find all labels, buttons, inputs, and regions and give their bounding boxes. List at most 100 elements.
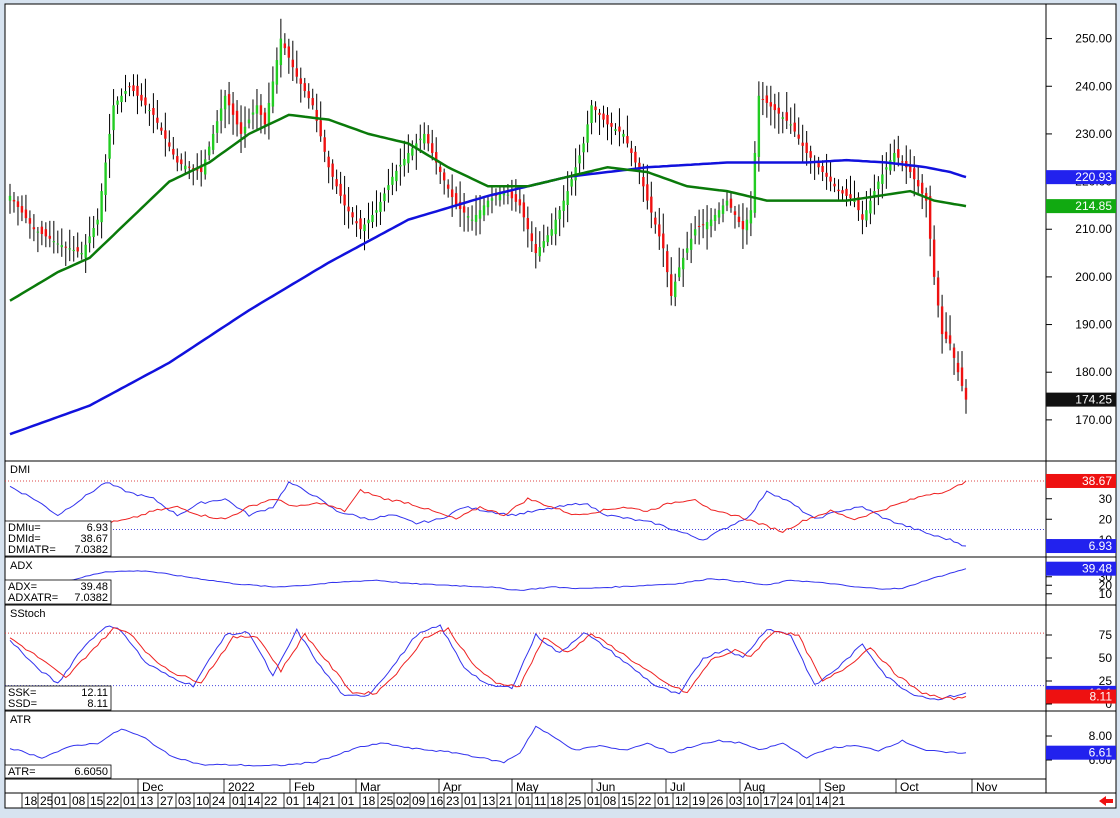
candle-body	[28, 218, 32, 224]
month-label: Jun	[596, 780, 615, 794]
readout-box	[4, 520, 112, 557]
date-tick-label: 01	[518, 794, 532, 808]
candle	[319, 101, 322, 142]
candle	[889, 143, 892, 175]
candle	[713, 208, 717, 231]
candle	[227, 81, 231, 125]
candle	[546, 226, 549, 247]
candle	[622, 129, 625, 144]
candle-body	[255, 105, 259, 114]
candle-body	[865, 210, 868, 221]
candle	[510, 179, 514, 211]
candle-body	[211, 133, 215, 150]
date-tick-label: 25	[568, 794, 582, 808]
candle-body	[801, 142, 804, 146]
candle-body	[323, 137, 326, 152]
date-tick-label: 03	[178, 794, 192, 808]
indicator-last-badge: 6.93	[1046, 539, 1116, 554]
candle-body	[897, 149, 900, 158]
candle-body	[761, 98, 765, 100]
candle-body	[219, 108, 223, 121]
candle-body	[116, 100, 119, 105]
date-tick-label: 01	[54, 794, 68, 808]
candle-body	[482, 205, 486, 216]
candle	[877, 176, 880, 206]
candle-body	[271, 81, 275, 107]
scroll-left-button[interactable]	[1099, 796, 1113, 806]
candle-body	[188, 166, 191, 168]
panel-title: ATR	[10, 714, 31, 726]
candle	[681, 248, 685, 287]
candle-body	[837, 189, 840, 192]
candle	[725, 191, 729, 212]
candle-body	[582, 143, 585, 153]
candle-body	[538, 247, 541, 257]
candle	[470, 205, 474, 231]
price-tick-label: 240.00	[1075, 79, 1112, 93]
candle-body	[861, 214, 864, 220]
candle-body	[435, 152, 438, 163]
candle	[741, 203, 745, 249]
candle	[180, 153, 183, 171]
candle-body	[873, 191, 876, 198]
candle-body	[833, 183, 836, 187]
readout-value: 8.11	[87, 698, 108, 710]
candle	[275, 47, 279, 94]
candle	[769, 85, 773, 126]
candle	[928, 185, 932, 257]
candle	[697, 209, 701, 245]
candle-body	[713, 214, 717, 221]
candle	[562, 185, 565, 228]
candle	[52, 220, 56, 254]
candle-body	[76, 247, 79, 252]
candle-body	[387, 185, 390, 191]
candle-body	[395, 170, 398, 182]
candle-body	[685, 248, 689, 253]
candle	[399, 148, 402, 186]
candle	[439, 162, 442, 184]
candle-body	[845, 188, 848, 196]
date-tick-label: 03	[729, 794, 743, 808]
candle	[534, 227, 537, 269]
candle-body	[24, 209, 28, 219]
candle	[737, 204, 741, 228]
readout-value: 6.93	[87, 522, 108, 534]
indicator-last-badge: 39.48	[1046, 561, 1116, 576]
indicator-tick-label: 20	[1099, 512, 1113, 526]
candle	[339, 171, 342, 204]
moving-average-fast-line	[9, 113, 967, 302]
candle	[311, 88, 314, 110]
candle	[765, 85, 769, 118]
month-label: Apr	[443, 780, 462, 794]
candle	[909, 149, 912, 179]
candle-body	[235, 110, 239, 125]
candle-body	[470, 219, 474, 221]
indicator-last-badge: 8.11	[1046, 689, 1116, 704]
candle	[287, 38, 291, 74]
candle	[156, 100, 159, 130]
candle-body	[650, 196, 653, 213]
candle	[24, 194, 28, 224]
readout-box	[4, 579, 112, 605]
candle-body	[602, 113, 605, 120]
candle-body	[148, 110, 151, 112]
candle	[654, 211, 657, 234]
candle-body	[964, 387, 968, 400]
candle-body	[52, 241, 56, 243]
candle	[893, 139, 896, 172]
indicator-last-badge-text: 6.93	[1089, 539, 1113, 553]
candle	[28, 210, 32, 239]
panel-title: SStoch	[10, 608, 45, 620]
candle-body	[526, 218, 530, 230]
date-tick-label: 18	[362, 794, 376, 808]
candle-body	[84, 244, 87, 258]
left-arrow-icon	[1099, 796, 1113, 806]
price-tick-label: 170.00	[1075, 413, 1112, 427]
candle-body	[263, 112, 267, 125]
candle	[630, 140, 633, 167]
candlestick-series	[8, 18, 968, 414]
candle-body	[936, 277, 940, 306]
candle-body	[104, 162, 107, 195]
